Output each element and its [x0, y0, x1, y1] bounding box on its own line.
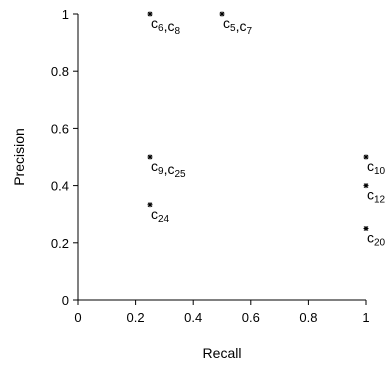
data-point: c9,c25 — [147, 154, 186, 180]
y-tick-label: 1 — [62, 7, 69, 22]
y-axis-title: Precision — [11, 128, 27, 186]
point-label: c5,c7 — [223, 15, 252, 37]
x-tick-label: 0.8 — [299, 310, 317, 325]
point-marker — [363, 154, 369, 160]
y-tick-label: 0.6 — [51, 121, 69, 136]
x-tick-label: 0.4 — [184, 310, 202, 325]
x-tick-label: 0.2 — [127, 310, 145, 325]
point-marker — [363, 226, 369, 231]
point-label: c9,c25 — [151, 158, 186, 180]
x-tick-label: 0.6 — [242, 310, 260, 325]
x-axis-title: Recall — [203, 345, 242, 361]
x-ticks: 0 0.2 0.4 0.6 0.8 1 — [74, 300, 370, 325]
data-point: c5,c7 — [219, 11, 252, 37]
axes — [77, 14, 366, 301]
x-tick-label: 0 — [74, 310, 81, 325]
point-marker — [147, 202, 153, 208]
y-tick-label: 0 — [62, 293, 69, 308]
point-label: c12 — [367, 187, 386, 206]
point-label: c24 — [151, 206, 170, 225]
x-tick-label: 1 — [362, 310, 369, 325]
data-point: c24 — [147, 202, 170, 225]
point-marker — [219, 11, 225, 17]
point-marker — [147, 154, 153, 160]
y-ticks: 0 0.2 0.4 0.6 0.8 1 — [51, 7, 78, 308]
data-point: c12 — [363, 183, 386, 206]
point-label: c10 — [367, 158, 386, 177]
point-marker — [363, 183, 369, 188]
data-point: c10 — [363, 154, 386, 177]
data-points: c6,c8 c5,c7 c9,c25 c24 c10 c12 c20 — [147, 11, 386, 249]
point-label: c6,c8 — [151, 15, 180, 37]
point-marker — [147, 11, 153, 17]
data-point: c20 — [363, 226, 386, 249]
y-tick-label: 0.4 — [51, 179, 69, 194]
data-point: c6,c8 — [147, 11, 180, 37]
y-tick-label: 0.8 — [51, 64, 69, 79]
y-tick-label: 0.2 — [51, 236, 69, 251]
point-label: c20 — [367, 230, 386, 249]
